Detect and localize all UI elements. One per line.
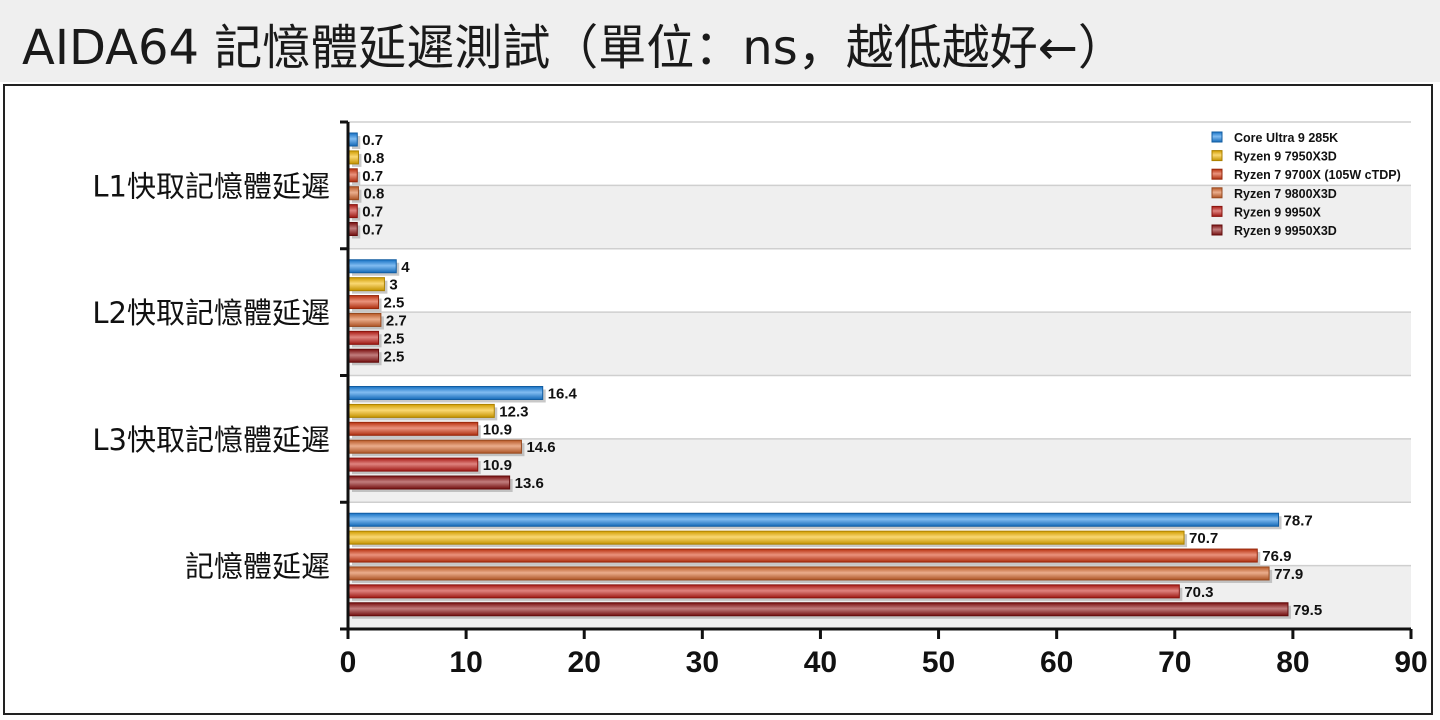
data-label: 2.5	[384, 295, 405, 312]
x-tick-label: 40	[804, 646, 837, 679]
data-label: 10.9	[483, 457, 512, 474]
plot-band	[348, 438, 1411, 503]
category-label: L3快取記憶體延遲	[92, 423, 330, 457]
data-label: 0.8	[363, 186, 384, 203]
plot-band	[348, 185, 1411, 249]
data-label: 0.7	[362, 222, 383, 239]
x-tick-label: 60	[1040, 646, 1073, 679]
data-label: 79.5	[1293, 602, 1322, 619]
chart-bars: 0.70.80.70.80.70.7432.52.72.52.516.412.3…	[348, 132, 1322, 619]
data-label: 16.4	[548, 386, 578, 403]
chart-frame	[3, 84, 1433, 715]
x-tick-label: 70	[1158, 646, 1191, 679]
category-label: L1快取記憶體延遲	[92, 169, 330, 203]
data-label: 0.7	[362, 204, 383, 221]
legend-entry: Ryzen 7 9700X (105W cTDP)	[1234, 168, 1401, 182]
data-label: 3	[389, 277, 397, 294]
x-tick-label: 0	[340, 646, 357, 679]
legend-entry: Ryzen 9 7950X3D	[1234, 150, 1337, 164]
data-label: 4	[401, 259, 410, 276]
x-tick-label: 30	[686, 646, 719, 679]
data-label: 2.5	[384, 330, 405, 347]
data-label: 76.9	[1262, 548, 1291, 565]
legend-swatch	[1211, 205, 1223, 217]
legend-entry: Ryzen 9 9950X3D	[1234, 224, 1337, 238]
data-label: 0.7	[362, 132, 383, 149]
legend-entry: Ryzen 9 9950X	[1234, 205, 1322, 219]
category-label: L2快取記憶體延遲	[92, 296, 330, 330]
x-tick-label: 50	[922, 646, 955, 679]
legend-swatch	[1211, 187, 1223, 199]
x-tick-label: 10	[449, 646, 482, 679]
category-label: 記憶體延遲	[185, 550, 330, 584]
data-label: 77.9	[1274, 566, 1303, 583]
data-label: 78.7	[1284, 512, 1313, 529]
legend-swatch	[1211, 150, 1223, 162]
data-label: 12.3	[499, 403, 528, 420]
plot-band	[348, 312, 1411, 376]
data-label: 2.5	[384, 348, 405, 365]
data-label: 2.7	[386, 312, 407, 329]
x-tick-label: 80	[1276, 646, 1309, 679]
data-label: 10.9	[483, 421, 512, 438]
legend-swatch	[1211, 131, 1223, 143]
legend-entry: Ryzen 7 9800X3D	[1234, 187, 1337, 201]
data-label: 0.8	[363, 150, 384, 167]
plot-band	[348, 248, 1411, 313]
page-title: AIDA64 記憶體延遲測試（單位：ns，越低越好←）	[22, 20, 1126, 76]
legend-entry: Core Ultra 9 285K	[1234, 131, 1338, 145]
data-label: 70.7	[1189, 530, 1218, 547]
title-bar: AIDA64 記憶體延遲測試（單位：ns，越低越好←）	[0, 0, 1440, 82]
x-tick-label: 90	[1394, 646, 1427, 679]
data-label: 14.6	[526, 439, 555, 456]
x-tick-label: 20	[568, 646, 601, 679]
data-label: 70.3	[1184, 584, 1213, 601]
data-label: 0.7	[362, 168, 383, 185]
plot-band	[348, 122, 1411, 186]
chart-legend: Core Ultra 9 285K Ryzen 9 7950X3D Ryzen 7 …	[1211, 131, 1401, 238]
legend-swatch	[1211, 224, 1223, 236]
legend-swatch	[1211, 168, 1223, 180]
data-label: 13.6	[515, 475, 544, 492]
